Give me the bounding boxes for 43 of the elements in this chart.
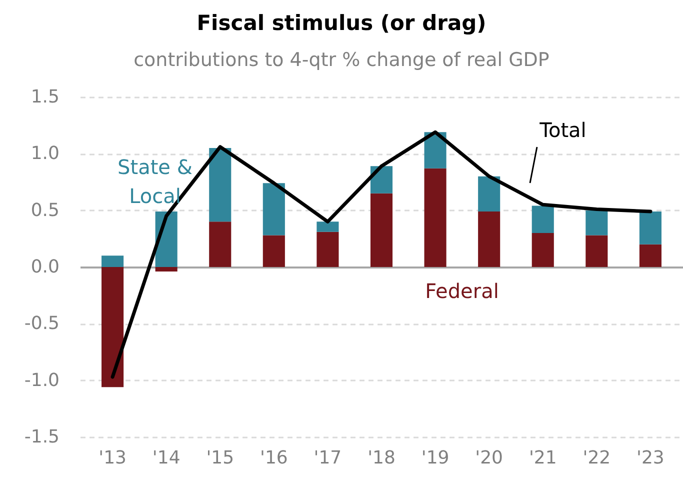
- bar: [424, 168, 446, 267]
- y-tick-label: -1.0: [24, 370, 60, 391]
- bar: [102, 256, 124, 267]
- x-tick-label: '13: [98, 448, 126, 468]
- y-tick-label: -0.5: [24, 313, 60, 334]
- bar: [316, 222, 339, 232]
- bar: [639, 211, 662, 244]
- x-tick-label: '21: [528, 448, 557, 468]
- bar: [209, 148, 232, 222]
- bar: [370, 166, 393, 194]
- y-tick-label: 1.5: [30, 86, 60, 108]
- bar: [262, 183, 285, 236]
- bar: [262, 235, 285, 267]
- bar: [155, 267, 178, 272]
- bar: [102, 267, 124, 388]
- x-tick-label: '22: [582, 448, 611, 468]
- text: Total: [538, 118, 586, 142]
- bar: [209, 222, 232, 267]
- bar: [586, 235, 608, 267]
- bar: [532, 233, 554, 267]
- y-tick-label: 1.0: [30, 143, 60, 164]
- x-tick-label: '18: [368, 448, 396, 468]
- bar: [586, 210, 608, 236]
- x-tick-label: '15: [206, 448, 234, 468]
- x-tick-label: '14: [152, 448, 180, 468]
- y-tick-label: 0.5: [30, 200, 60, 221]
- x-tick-label: '16: [260, 448, 288, 468]
- bar: [532, 206, 554, 233]
- x-tick-label: '17: [314, 448, 342, 468]
- bar: [316, 232, 339, 267]
- bar: [478, 211, 500, 267]
- series-label: State & Local: [118, 155, 192, 208]
- bar: [478, 176, 500, 212]
- chart-subtitle: contributions to 4-qtr % change of real GDP: [134, 49, 550, 71]
- x-tick-label: '23: [636, 448, 664, 468]
- bar: [639, 244, 662, 267]
- chart-title: Fiscal stimulus (or drag): [196, 11, 486, 35]
- x-tick-label: '20: [475, 448, 504, 468]
- series-label: Federal: [425, 279, 499, 303]
- bar: [370, 193, 393, 267]
- x-tick-label: '19: [421, 448, 450, 468]
- y-tick-label: 0.0: [30, 256, 60, 278]
- y-tick-label: -1.5: [24, 426, 60, 448]
